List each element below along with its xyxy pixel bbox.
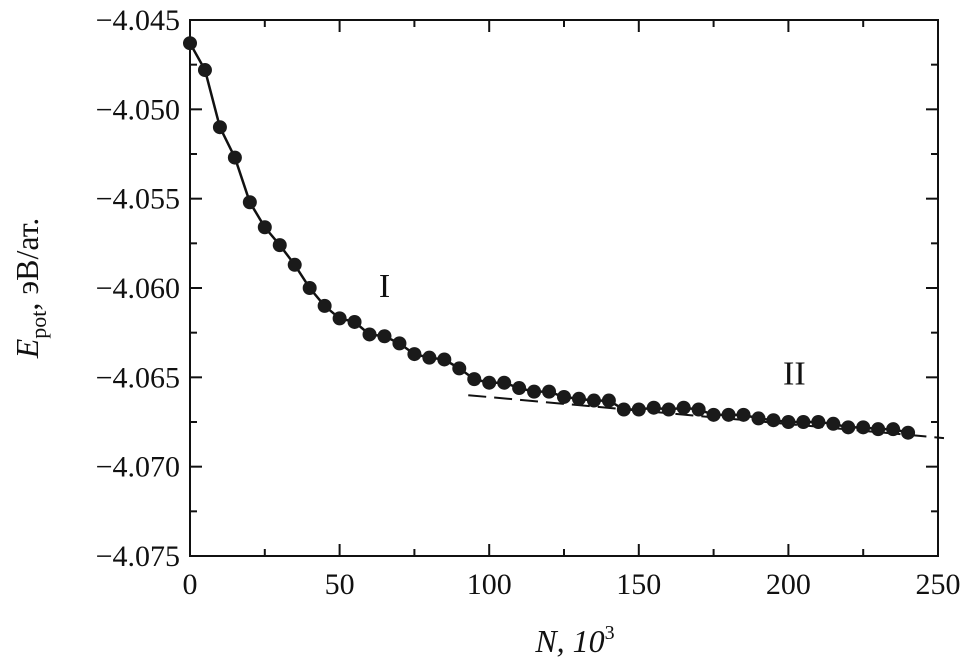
data-points xyxy=(183,36,916,440)
x-tick-label: 0 xyxy=(183,568,198,601)
data-point xyxy=(183,36,197,51)
y-axis: −4.045 −4.050 −4.055 −4.060 −4.065 −4.070 −4.0… xyxy=(96,4,938,573)
data-point xyxy=(197,63,212,78)
data-point xyxy=(661,402,676,417)
data-point xyxy=(676,400,691,415)
data-point xyxy=(512,381,527,396)
data-point xyxy=(272,238,287,253)
data-point xyxy=(706,407,721,422)
data-point xyxy=(482,375,497,390)
y-tick-label: −4.075 xyxy=(96,540,180,573)
x-tick-label: 50 xyxy=(325,568,355,601)
data-point xyxy=(527,384,542,399)
data-point xyxy=(557,389,571,404)
data-point xyxy=(317,298,332,313)
data-point xyxy=(497,375,512,390)
data-point xyxy=(227,150,242,165)
x-axis: 0 50 100 150 200 250 xyxy=(183,20,961,601)
x-tick-label: 150 xyxy=(616,568,661,601)
data-point xyxy=(287,257,302,272)
data-point xyxy=(392,336,407,351)
x-tick-label: 200 xyxy=(766,568,811,601)
data-point xyxy=(242,195,257,210)
data-point xyxy=(542,384,557,399)
data-point xyxy=(691,402,706,417)
data-point xyxy=(766,413,781,428)
data-point xyxy=(407,347,422,362)
y-tick-label: −4.065 xyxy=(96,361,180,394)
annotations: III xyxy=(379,268,806,393)
data-point xyxy=(571,391,586,406)
y-tick-label: −4.070 xyxy=(96,451,180,484)
data-point xyxy=(332,311,347,326)
data-point xyxy=(721,407,736,422)
data-point xyxy=(781,415,796,429)
y-axis-title: Epot, эВ/ат. xyxy=(9,218,51,360)
data-point xyxy=(362,327,377,342)
x-axis-title: N, 103 xyxy=(534,622,614,659)
x-tick-label: 100 xyxy=(467,568,512,601)
x-tick-label: 250 xyxy=(916,568,961,601)
data-point xyxy=(886,422,901,437)
data-point xyxy=(811,415,826,429)
data-point xyxy=(871,422,886,437)
data-point xyxy=(302,281,317,295)
data-point xyxy=(437,352,452,367)
data-point xyxy=(901,425,916,440)
data-point xyxy=(377,329,392,344)
plot-frame xyxy=(189,19,939,557)
data-point xyxy=(796,415,811,429)
data-point xyxy=(751,411,766,426)
data-point xyxy=(646,400,661,415)
data-point xyxy=(736,407,751,422)
data-point xyxy=(601,393,616,408)
data-point xyxy=(347,314,362,329)
data-point xyxy=(616,402,631,417)
region-label: I xyxy=(379,268,390,305)
data-point xyxy=(586,393,601,408)
y-tick-label: −4.045 xyxy=(96,4,180,37)
data-point xyxy=(826,416,841,431)
data-point xyxy=(257,220,272,235)
data-point xyxy=(841,420,856,435)
y-tick-label: −4.060 xyxy=(96,272,180,305)
data-point xyxy=(452,361,467,376)
data-point xyxy=(212,120,227,135)
y-tick-label: −4.050 xyxy=(96,93,180,126)
y-tick-label: −4.055 xyxy=(96,183,180,216)
region-label: II xyxy=(783,355,806,392)
data-point xyxy=(467,372,482,387)
data-point xyxy=(856,420,871,435)
data-point xyxy=(631,402,646,417)
data-point xyxy=(422,350,437,365)
